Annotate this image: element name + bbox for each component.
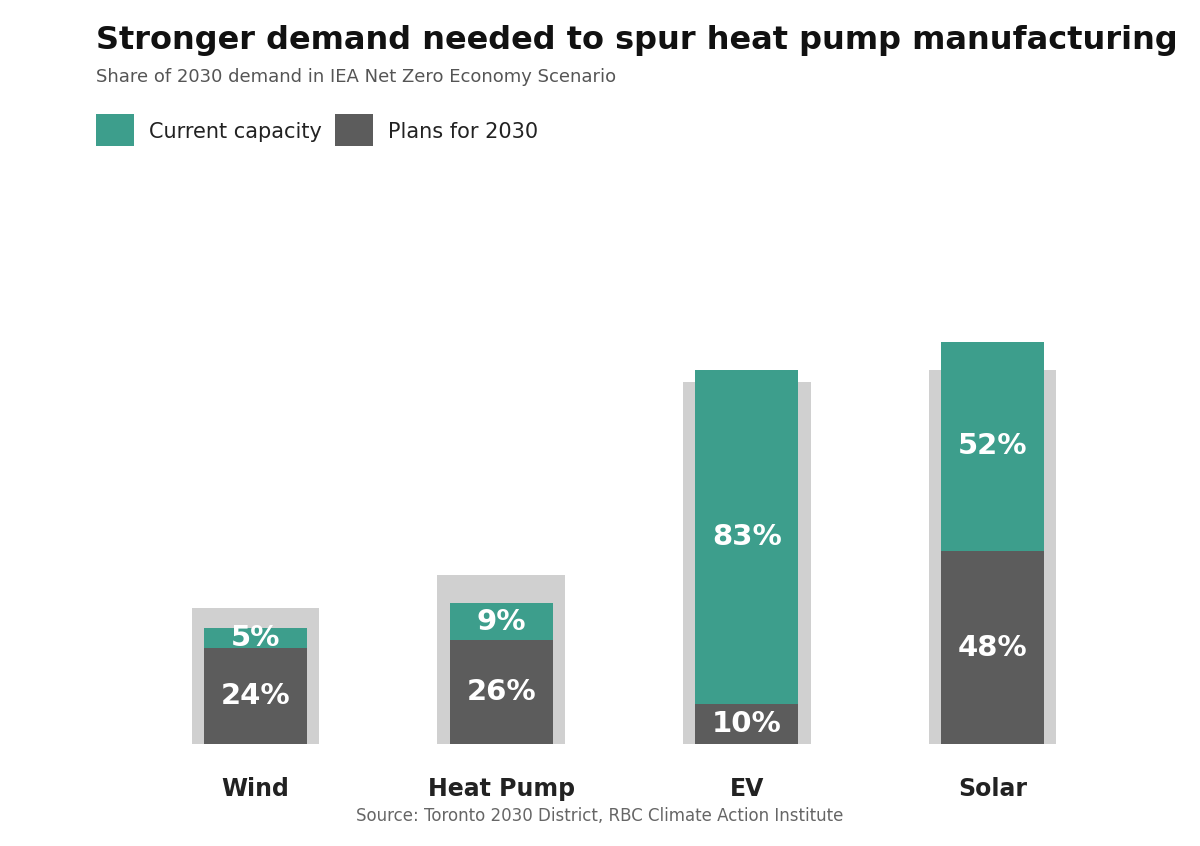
Bar	[695, 370, 798, 704]
Text: 48%: 48%	[958, 634, 1027, 662]
Text: 52%: 52%	[958, 432, 1027, 460]
Text: Source: Toronto 2030 District, RBC Climate Action Institute: Source: Toronto 2030 District, RBC Clima…	[356, 807, 844, 825]
Bar	[683, 382, 811, 744]
Text: Current capacity: Current capacity	[149, 122, 322, 142]
Bar	[450, 640, 553, 744]
Text: 24%: 24%	[221, 682, 290, 710]
Text: Share of 2030 demand in IEA Net Zero Economy Scenario: Share of 2030 demand in IEA Net Zero Eco…	[96, 68, 616, 85]
Text: 10%: 10%	[712, 711, 781, 739]
Text: Solar: Solar	[958, 777, 1027, 800]
Text: 83%: 83%	[712, 523, 781, 551]
Bar	[204, 628, 307, 648]
Bar	[192, 607, 319, 744]
Bar	[450, 603, 553, 640]
Bar	[941, 342, 1044, 551]
Text: Heat Pump: Heat Pump	[427, 777, 575, 800]
Bar	[929, 370, 1056, 744]
Bar	[204, 648, 307, 744]
Text: Stronger demand needed to spur heat pump manufacturing: Stronger demand needed to spur heat pump…	[96, 25, 1177, 57]
Text: 5%: 5%	[230, 624, 281, 651]
Text: Wind: Wind	[222, 777, 289, 800]
Bar	[695, 704, 798, 744]
Text: Plans for 2030: Plans for 2030	[388, 122, 538, 142]
Text: EV: EV	[730, 777, 764, 800]
Bar	[941, 551, 1044, 744]
Text: 26%: 26%	[467, 678, 536, 706]
Text: 9%: 9%	[476, 607, 526, 635]
Bar	[437, 575, 565, 744]
